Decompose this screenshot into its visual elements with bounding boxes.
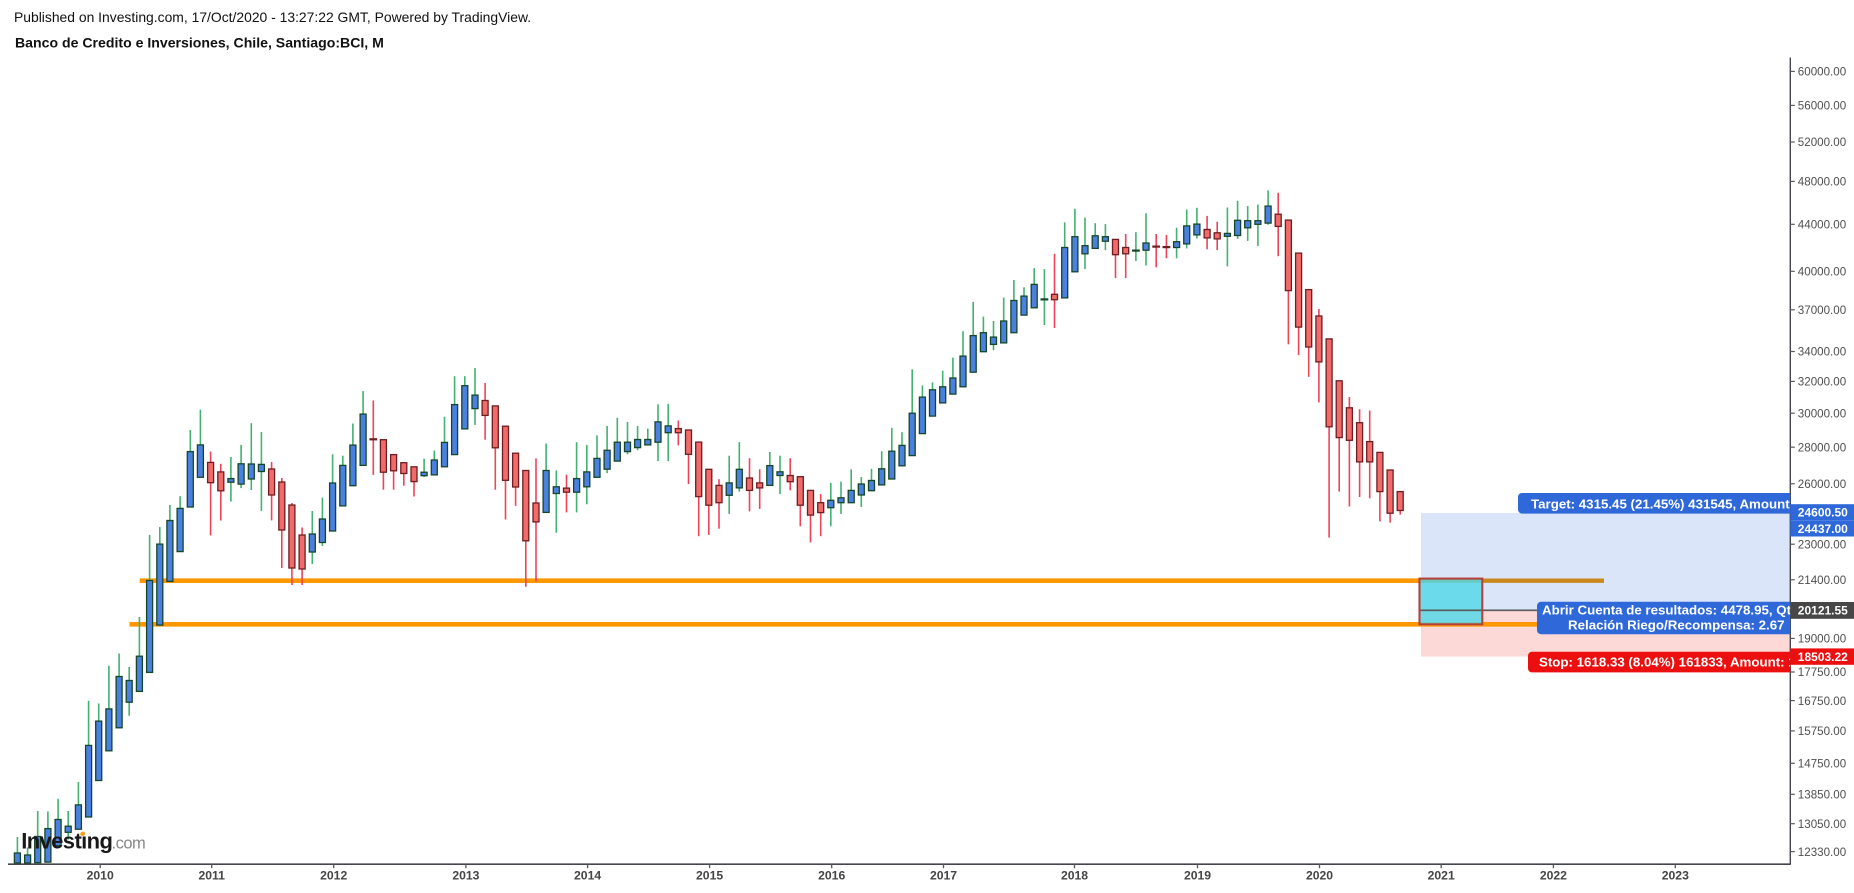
svg-text:34000.00: 34000.00: [1798, 346, 1846, 359]
svg-text:28000.00: 28000.00: [1798, 441, 1846, 454]
svg-text:24600.50: 24600.50: [1798, 506, 1848, 520]
svg-text:32000.00: 32000.00: [1798, 376, 1846, 389]
svg-text:17750.00: 17750.00: [1798, 666, 1846, 679]
svg-text:19000.00: 19000.00: [1798, 633, 1846, 646]
svg-text:2014: 2014: [574, 868, 601, 882]
svg-text:30000.00: 30000.00: [1798, 407, 1846, 420]
svg-text:2013: 2013: [452, 868, 479, 882]
svg-text:60000.00: 60000.00: [1798, 66, 1846, 79]
svg-text:48000.00: 48000.00: [1798, 176, 1846, 189]
svg-text:2021: 2021: [1428, 868, 1455, 882]
svg-text:2010: 2010: [87, 868, 114, 882]
svg-text:21400.00: 21400.00: [1798, 574, 1846, 587]
svg-text:14750.00: 14750.00: [1798, 758, 1846, 771]
svg-text:Relación Riego/Recompensa: 2.6: Relación Riego/Recompensa: 2.67: [1568, 618, 1785, 633]
svg-text:Abrir Cuenta de resultados: 44: Abrir Cuenta de resultados: 4478.95, Qty…: [1542, 603, 1821, 618]
svg-text:2022: 2022: [1540, 868, 1567, 882]
svg-text:37000.00: 37000.00: [1798, 304, 1846, 317]
svg-text:2017: 2017: [930, 868, 957, 882]
svg-text:15750.00: 15750.00: [1798, 725, 1846, 738]
svg-text:2018: 2018: [1061, 868, 1088, 882]
svg-text:2020: 2020: [1306, 868, 1333, 882]
svg-text:12330.00: 12330.00: [1798, 846, 1846, 859]
svg-text:40000.00: 40000.00: [1798, 266, 1846, 279]
svg-text:2011: 2011: [198, 868, 225, 882]
svg-text:56000.00: 56000.00: [1798, 100, 1846, 113]
svg-text:23000.00: 23000.00: [1798, 538, 1846, 551]
svg-text:44000.00: 44000.00: [1798, 219, 1846, 232]
svg-text:13050.00: 13050.00: [1798, 818, 1846, 831]
svg-text:2019: 2019: [1184, 868, 1211, 882]
svg-text:.com: .com: [112, 835, 146, 853]
svg-text:2015: 2015: [696, 868, 723, 882]
svg-text:52000.00: 52000.00: [1798, 136, 1846, 149]
svg-text:20121.55: 20121.55: [1798, 604, 1848, 618]
svg-text:18503.22: 18503.22: [1798, 650, 1848, 664]
svg-text:Investıng: Investıng: [21, 829, 112, 854]
svg-text:Stop: 1618.33 (8.04%) 161833,: Stop: 1618.33 (8.04%) 161833, Amount: 1: [1539, 655, 1796, 670]
svg-text:Banco de Credito e Inversiones: Banco de Credito e Inversiones, Chile, S…: [15, 35, 384, 51]
svg-text:2012: 2012: [320, 868, 347, 882]
svg-text:13850.00: 13850.00: [1798, 789, 1846, 802]
svg-text:16750.00: 16750.00: [1798, 695, 1846, 708]
svg-text:2016: 2016: [818, 868, 845, 882]
svg-text:Published on Investing.com, 17: Published on Investing.com, 17/Oct/2020 …: [14, 9, 531, 25]
svg-text:24437.00: 24437.00: [1798, 522, 1848, 536]
svg-text:2023: 2023: [1662, 868, 1689, 882]
svg-text:Target: 4315.45 (21.45%) 43154: Target: 4315.45 (21.45%) 431545, Amount:…: [1531, 496, 1813, 511]
svg-text:26000.00: 26000.00: [1798, 478, 1846, 491]
